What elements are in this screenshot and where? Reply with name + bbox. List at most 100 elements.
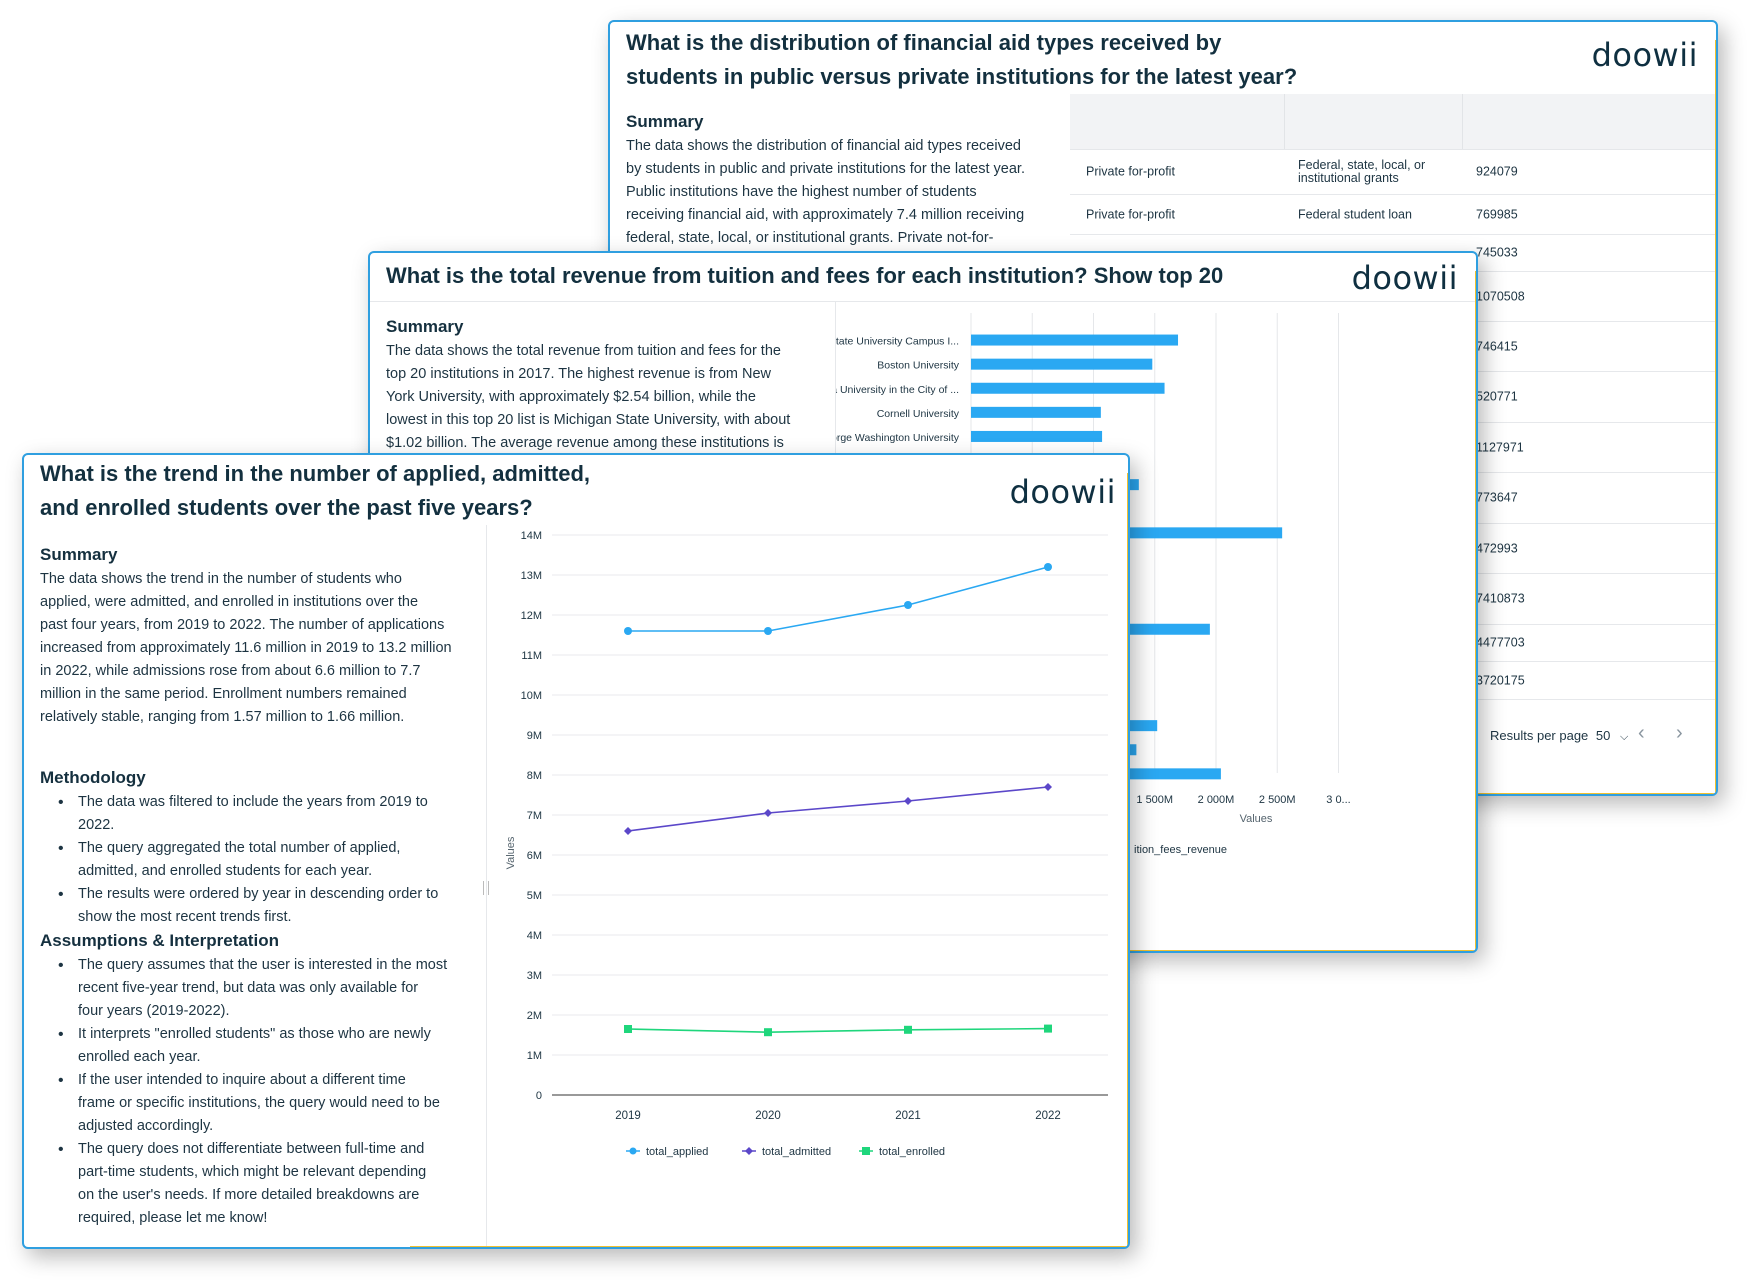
data-point xyxy=(904,797,912,805)
table-cell-count: 745033 xyxy=(1476,245,1518,260)
bullet-line: 2022. xyxy=(78,817,115,833)
summary-line: federal, state, local, or institutional … xyxy=(626,230,994,246)
trend-line-chart: 0 1M 2M 3M 4M 5M 6M 7M 8M 9M 10M 11M 12M 13M 14M Values… xyxy=(505,530,1108,1158)
x-tick-label: 2 500M xyxy=(1259,794,1296,806)
series-line xyxy=(627,786,1049,832)
list-item: The results were ordered by year in desc… xyxy=(58,883,480,929)
x-tick-label: 2 000M xyxy=(1198,794,1235,806)
bullet-line: admitted, and enrolled students for each… xyxy=(78,863,373,879)
results-per-page-select[interactable]: Results per page 50 ⌵ xyxy=(1490,728,1628,744)
legend-item: total_applied xyxy=(626,1146,708,1158)
bar xyxy=(971,430,1103,442)
table-header xyxy=(1070,94,1716,150)
legend-label: ition_fees_revenue xyxy=(1134,844,1227,856)
y-tick-label: 6M xyxy=(527,850,542,862)
data-point xyxy=(624,1025,632,1033)
summary-line: applied, were admitted, and enrolled in … xyxy=(40,594,419,610)
table-row[interactable]: Private for-profit Federal student loan … xyxy=(1070,195,1716,235)
category-label: Cornell University xyxy=(877,408,960,420)
next-page-icon[interactable]: › xyxy=(1676,722,1683,744)
chevron-down-icon: ⌵ xyxy=(1620,731,1629,743)
y-tick-label: 5M xyxy=(527,890,542,902)
card-title-line: What is the distribution of financial ai… xyxy=(626,30,1222,55)
bullet-line: The query aggregated the total number of… xyxy=(78,840,401,856)
summary-text: The data shows the distribution of finan… xyxy=(626,135,1056,250)
x-tick-label: 1 500M xyxy=(1136,794,1173,806)
table-cell-sector: Private for-profit xyxy=(1086,164,1175,179)
summary-text: The data shows the trend in the number o… xyxy=(40,568,480,729)
table-cell-count: 4477703 xyxy=(1476,635,1525,650)
bullet-line: The data was filtered to include the yea… xyxy=(78,794,428,810)
x-tick-label: 2021 xyxy=(895,1110,921,1122)
x-tick-label: 2022 xyxy=(1035,1110,1061,1122)
card-title-line: students in public versus private instit… xyxy=(626,64,1298,89)
summary-line: increased from approximately 11.6 millio… xyxy=(40,640,452,656)
card-title-line: What is the trend in the number of appli… xyxy=(40,461,591,486)
resize-handle[interactable] xyxy=(483,881,489,895)
bar xyxy=(971,358,1153,370)
bullet-line: If the user intended to inquire about a … xyxy=(78,1072,406,1088)
bullet-line: frame or specific institutions, the quer… xyxy=(78,1095,440,1111)
summary-line: by students in public and private instit… xyxy=(626,161,1025,177)
legend-item: total_enrolled xyxy=(859,1146,945,1158)
y-tick-label: 1M xyxy=(527,1050,542,1062)
table-cell-count: 1127971 xyxy=(1476,440,1524,454)
category-label: Arizona State University Campus I... xyxy=(836,336,959,348)
card-title: What is the total revenue from tuition a… xyxy=(386,263,1224,288)
summary-section: Summary The data shows the distribution … xyxy=(626,112,1056,250)
legend-label: total_admitted xyxy=(762,1146,831,1158)
table-cell-count: 773647 xyxy=(1476,490,1518,505)
series-line xyxy=(627,1027,1049,1034)
list-item: The query aggregated the total number of… xyxy=(58,837,480,883)
aid-type-line: institutional grants xyxy=(1298,171,1399,185)
data-point xyxy=(624,627,632,635)
x-tick-label: 2020 xyxy=(755,1110,781,1122)
table-cell-count: 924079 xyxy=(1476,164,1518,179)
card-application-trend: What is the trend in the number of appli… xyxy=(22,453,1130,1249)
bullet-line: enrolled each year. xyxy=(78,1049,201,1065)
bullet-line: part-time students, which might be relev… xyxy=(78,1164,427,1180)
y-tick-label: 2M xyxy=(527,1010,542,1022)
data-point xyxy=(764,1028,772,1037)
table-cell-count: 520771 xyxy=(1476,389,1518,404)
bar xyxy=(971,406,1101,418)
list-item: The data was filtered to include the yea… xyxy=(58,791,480,837)
aid-type-line: Federal, state, local, or xyxy=(1298,158,1426,172)
bullet-line: on the user's needs. If more detailed br… xyxy=(78,1187,420,1203)
y-tick-label: 10M xyxy=(521,690,542,702)
x-tick-label: 3 0... xyxy=(1326,794,1350,806)
summary-line: top 20 institutions in 2017. The highest… xyxy=(386,366,772,382)
card-title-line: and enrolled students over the past five… xyxy=(40,495,533,520)
category-label: George Washington University xyxy=(836,432,960,444)
y-tick-label: 12M xyxy=(521,610,542,622)
summary-line: in 2022, while admissions rose from abou… xyxy=(40,663,421,679)
y-tick-label: 8M xyxy=(527,770,542,782)
summary-line: receiving financial aid, with approximat… xyxy=(626,207,1025,223)
prev-page-icon[interactable]: ‹ xyxy=(1638,722,1645,744)
bullet-line: show the most recent trends first. xyxy=(78,909,292,925)
series-line xyxy=(628,566,1049,632)
table-cell-count: 472993 xyxy=(1476,541,1518,555)
y-tick-label: 3M xyxy=(527,970,542,982)
data-point xyxy=(764,627,772,635)
table-cell-aid-type: Federal, state, local, or institutional … xyxy=(1298,159,1425,185)
summary-line: Public institutions have the highest num… xyxy=(626,184,977,200)
table-row[interactable]: Private for-profit Federal, state, local… xyxy=(1070,150,1716,195)
summary-section: Summary The data shows the total revenue… xyxy=(386,317,806,455)
data-point xyxy=(904,601,912,609)
list-item: If the user intended to inquire about a … xyxy=(58,1069,480,1138)
table-cell-sector: Private for-profit xyxy=(1086,207,1175,221)
results-per-page-value: 50 xyxy=(1595,728,1611,743)
summary-line: $1.02 billion. The average revenue among… xyxy=(386,435,784,451)
summary-heading: Summary xyxy=(626,112,704,131)
legend-item: total_admitted xyxy=(742,1146,831,1158)
bullet-line: required, please let me know! xyxy=(78,1210,268,1226)
bullet-line: four years (2019-2022). xyxy=(78,1003,230,1019)
doowii-logo: doowii xyxy=(1591,36,1698,74)
text-panel: Summary The data shows the trend in the … xyxy=(40,545,480,1230)
card-title: What is the distribution of financial ai… xyxy=(626,26,1386,94)
table-cell-count: 769985 xyxy=(1476,207,1518,221)
y-tick-label: 11M xyxy=(521,650,542,662)
data-point xyxy=(1044,1024,1052,1033)
legend-label: total_applied xyxy=(646,1146,708,1158)
